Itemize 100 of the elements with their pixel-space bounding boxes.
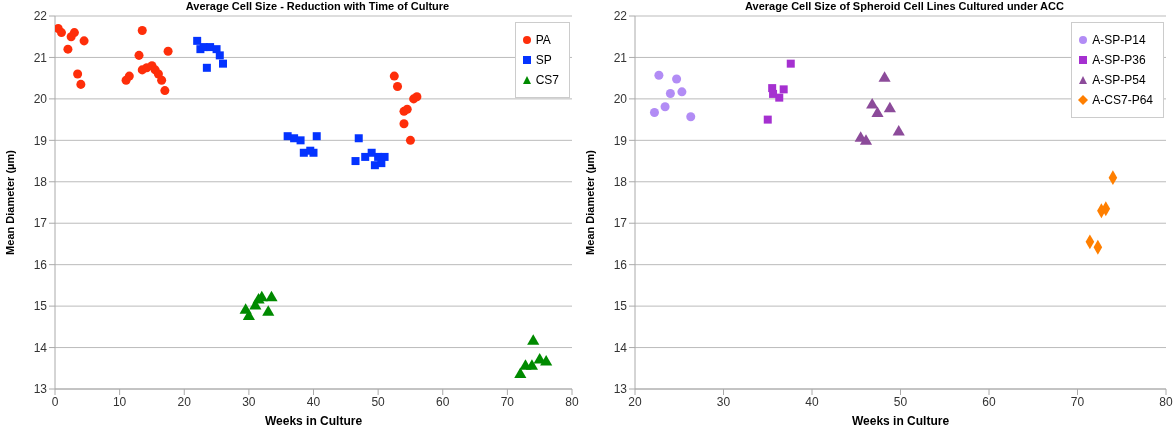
point — [215, 51, 224, 60]
x-tick-label: 30 — [242, 394, 256, 409]
y-tick-label: 13 — [613, 382, 628, 397]
y-tick-label: 19 — [33, 133, 48, 148]
point — [361, 152, 370, 161]
point — [892, 125, 905, 136]
x-axis-title: Weeks in Culture — [264, 414, 363, 428]
y-tick-label: 14 — [33, 340, 48, 355]
point — [786, 59, 795, 68]
point — [124, 71, 134, 81]
y-tick-label: 19 — [613, 133, 628, 148]
point — [399, 119, 409, 129]
point — [405, 135, 415, 145]
point — [69, 28, 79, 38]
x-tick-label: 30 — [716, 394, 731, 409]
point — [160, 86, 170, 96]
point — [157, 75, 167, 85]
point — [79, 36, 89, 46]
point — [686, 112, 696, 122]
point — [540, 355, 553, 366]
x-tick-label: 10 — [112, 394, 127, 409]
chart-title: Average Cell Size of Spheroid Cell Lines Cultured under ACC — [744, 0, 1065, 12]
point — [649, 108, 659, 118]
x-tick-label: 50 — [371, 394, 386, 409]
point — [262, 305, 275, 316]
point — [265, 290, 278, 302]
x-tick-label: 60 — [436, 394, 450, 409]
x-tick-label: 80 — [1159, 394, 1173, 409]
point — [525, 359, 539, 370]
y-tick-label: 15 — [613, 299, 628, 314]
point — [163, 46, 173, 56]
point — [665, 89, 675, 99]
x-tick-label: 70 — [500, 394, 515, 409]
point — [73, 69, 83, 79]
point — [219, 59, 228, 68]
x-tick-label: 70 — [1070, 394, 1085, 409]
point — [380, 152, 389, 161]
y-axis-title: Mean Diameter (µm) — [583, 149, 596, 255]
legend-label: PA — [535, 33, 551, 47]
x-tick-label: 60 — [982, 394, 996, 409]
point — [514, 367, 527, 378]
point — [654, 70, 664, 80]
y-tick-label: 14 — [613, 340, 628, 355]
y-tick-label: 22 — [613, 9, 628, 24]
point — [775, 93, 784, 102]
y-tick-label: 16 — [613, 257, 628, 272]
point — [312, 132, 321, 141]
point — [202, 63, 211, 72]
point — [206, 43, 215, 52]
legend-label: CS7 — [535, 73, 559, 87]
point — [242, 309, 255, 320]
y-tick-label: 20 — [33, 92, 48, 107]
x-tick-label: 50 — [893, 394, 908, 409]
y-tick-label: 21 — [613, 50, 628, 65]
point — [389, 71, 399, 81]
point — [290, 134, 299, 143]
y-tick-label: 21 — [33, 50, 48, 65]
y-tick-label: 17 — [33, 216, 48, 231]
point — [134, 50, 144, 60]
point — [56, 28, 66, 38]
x-tick-label: 40 — [805, 394, 819, 409]
point — [351, 157, 360, 166]
y-tick-label: 22 — [33, 9, 48, 24]
x-tick-label: 80 — [565, 394, 579, 409]
y-tick-label: 20 — [613, 92, 628, 107]
point — [527, 334, 540, 345]
point — [866, 98, 879, 109]
legend-label: A-SP-P54 — [1092, 73, 1146, 87]
point — [660, 102, 670, 112]
y-tick-label: 16 — [33, 257, 48, 272]
legend-label: A-SP-P14 — [1092, 33, 1146, 47]
point — [76, 79, 86, 89]
y-axis-title: Mean Diameter (µm) — [3, 149, 16, 255]
y-tick-label: 18 — [613, 175, 628, 190]
legend-label: A-CS7-P64 — [1092, 93, 1153, 107]
point — [137, 26, 147, 36]
legend-label: SP — [535, 53, 552, 67]
point — [677, 87, 687, 97]
x-tick-label: 20 — [177, 394, 192, 409]
point — [672, 74, 682, 84]
point — [63, 44, 73, 54]
point — [354, 134, 363, 143]
y-tick-label: 18 — [33, 175, 48, 190]
x-tick-label: 40 — [306, 394, 321, 409]
point — [296, 136, 305, 145]
point — [193, 36, 202, 45]
point — [871, 106, 884, 117]
point — [859, 134, 873, 145]
legend-label: A-SP-P36 — [1092, 53, 1146, 67]
x-tick-label: 20 — [628, 394, 642, 409]
point — [779, 85, 788, 94]
y-tick-label: 13 — [33, 382, 48, 397]
point — [883, 101, 896, 113]
chart-title: Average Cell Size - Reduction with Time of Culture — [184, 0, 451, 12]
y-tick-label: 15 — [33, 299, 48, 314]
point — [763, 115, 772, 124]
x-tick-label: 0 — [51, 394, 59, 409]
x-axis-title: Weeks in Culture — [851, 414, 950, 428]
point — [878, 71, 891, 82]
point — [393, 81, 403, 91]
